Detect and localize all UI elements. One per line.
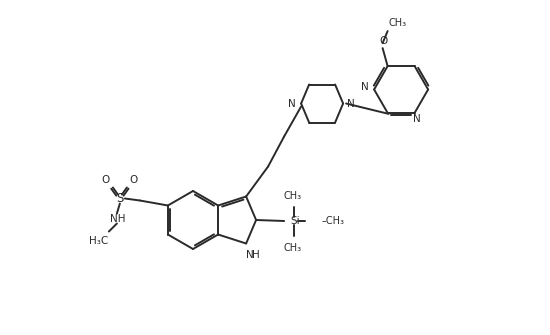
Text: –CH₃: –CH₃	[321, 216, 344, 226]
Text: O: O	[130, 175, 138, 185]
Text: CH₃: CH₃	[283, 191, 301, 201]
Text: O: O	[102, 175, 110, 185]
Text: N: N	[361, 81, 369, 91]
Text: H₃C: H₃C	[89, 237, 108, 247]
Text: N: N	[288, 98, 296, 109]
Text: S: S	[116, 192, 124, 205]
Text: NH: NH	[110, 213, 125, 223]
Text: Si: Si	[290, 216, 300, 226]
Text: CH₃: CH₃	[283, 243, 301, 253]
Text: O: O	[379, 36, 388, 46]
Text: N: N	[412, 114, 421, 124]
Text: CH₃: CH₃	[388, 18, 406, 28]
Text: N: N	[347, 98, 355, 109]
Text: H: H	[252, 250, 260, 260]
Text: N: N	[246, 250, 254, 260]
